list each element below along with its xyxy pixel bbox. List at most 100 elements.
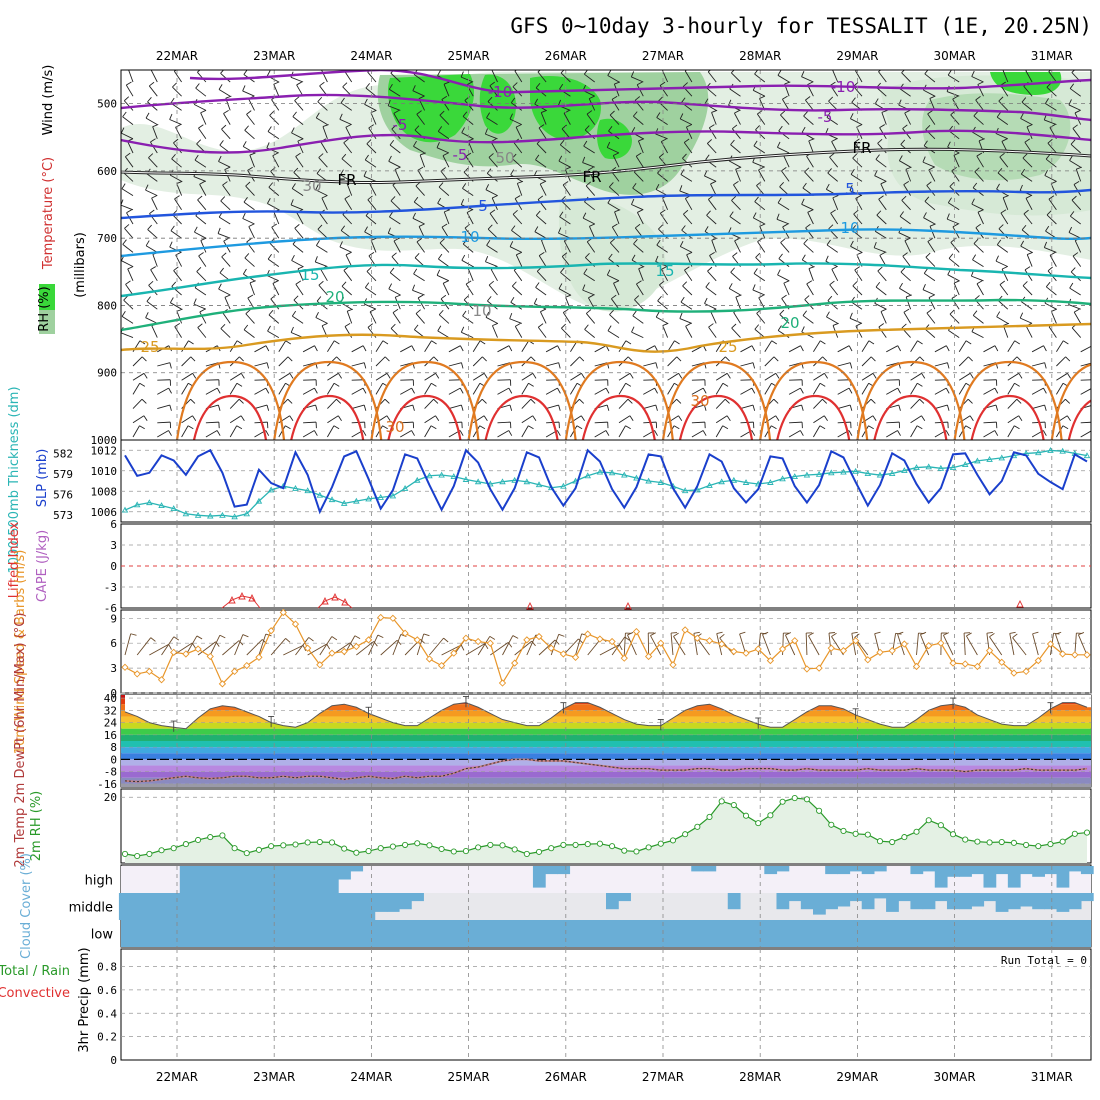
wind-barb-flag [686, 124, 693, 128]
wind-barb-flag [1069, 282, 1074, 289]
wind-barb-staff [363, 303, 377, 310]
wind-barb-staff [715, 398, 726, 409]
wind-barb-flag [947, 197, 952, 203]
cloud-mid-cell [618, 893, 631, 902]
wind-barb-staff [878, 326, 887, 338]
wind-barb-flag [608, 253, 613, 260]
wind-barb-staff [413, 273, 425, 282]
wind-barb-flag [558, 362, 561, 369]
wind-barb-flag [735, 294, 742, 298]
wind-barb-flag [412, 404, 415, 411]
wind-barb-staff [351, 345, 364, 353]
wind-barb-staff [389, 144, 401, 154]
wind-barb-flag [679, 113, 684, 120]
wind-barb-flag [561, 252, 568, 257]
wind-barb-flag [968, 356, 973, 362]
wind-barb-staff [586, 113, 596, 125]
cloud-mid-cell [995, 893, 1009, 912]
wind-barb-staff [176, 311, 183, 324]
top-date-label: 27MAR [642, 49, 684, 63]
wind-barb-flag [660, 209, 666, 214]
rh-marker [121, 850, 129, 858]
wind-barb-flag [318, 280, 324, 286]
wind-barb-staff [1048, 198, 1057, 211]
wind-barb-staff [947, 74, 960, 83]
wind-barb-flag [489, 209, 496, 214]
wind-barb-flag [265, 345, 270, 352]
wind-barb-staff [711, 240, 717, 253]
wind-barb-staff [245, 313, 255, 324]
wind-barb-staff [157, 387, 169, 395]
wind-barb-flag [1016, 356, 1022, 362]
rh2m-panel: 20 [104, 789, 1091, 863]
rh-marker [462, 848, 470, 855]
wind-barb-staff [975, 99, 984, 111]
wind10-barb-flag [308, 637, 314, 642]
cloud-mid-cell [837, 893, 851, 907]
rh-marker [742, 812, 750, 819]
wind-barb-staff [295, 156, 304, 168]
thickness-marker [340, 499, 348, 506]
wind-barb-staff [1044, 119, 1057, 126]
wind-barb-flag [364, 154, 369, 161]
wind-barb-flag [559, 211, 564, 217]
wind-barb-flag [780, 238, 786, 243]
wind-barb-flag [190, 398, 196, 404]
wind-barb-flag [804, 295, 810, 300]
rh-marker [974, 838, 981, 845]
wind-barb-staff [375, 372, 388, 381]
wind-barb-staff [121, 260, 134, 268]
temperature-axis-label: Temperature (°C) [41, 157, 56, 270]
rh-marker [584, 841, 591, 848]
wind-barb-flag [389, 139, 395, 146]
rh-marker [231, 845, 238, 852]
cloud-mid-cell [983, 893, 997, 902]
wind-barb-flag [676, 398, 682, 404]
wind-barb-flag [1001, 266, 1008, 270]
wind-barb-flag [1025, 195, 1032, 199]
wind-barb-flag [171, 153, 176, 160]
rh-marker [998, 838, 1005, 846]
wind-barb-staff [886, 387, 898, 395]
wind-barb-flag [631, 198, 635, 205]
wind10-barb [550, 634, 560, 656]
wind10-barb [380, 639, 398, 656]
rh-marker [621, 847, 628, 854]
wind-barb-staff [181, 340, 189, 353]
temperature-tick-label: 0 [110, 753, 117, 766]
wind-barb-flag [972, 254, 977, 260]
wind-barb-flag [387, 227, 391, 234]
wind-barb-flag [297, 266, 304, 270]
wind10-marker [778, 645, 787, 653]
wind-barb-flag [876, 210, 882, 216]
wind10-marker [486, 639, 494, 647]
wind-barb-flag [268, 310, 274, 316]
wind10-barb-flag [396, 639, 402, 646]
wind-barb-staff [123, 299, 134, 310]
wind-barb-staff [147, 229, 158, 239]
wind10-barb-flag [986, 631, 993, 634]
wind-barb-staff [764, 356, 775, 367]
wind-barb-flag [483, 415, 488, 421]
wind-barb-staff [731, 200, 741, 211]
cloud-mid-cell [886, 893, 899, 912]
wind-barb-staff [667, 383, 675, 395]
wind-barb-flag [242, 141, 247, 147]
wind10-marker [766, 656, 775, 665]
wind-barb-flag [972, 182, 978, 189]
wind-barb-staff [121, 315, 134, 324]
wind-barb-flag [413, 268, 418, 275]
wind-barb-flag [631, 254, 636, 261]
wind-barb-staff [438, 258, 450, 267]
wind10-barb [897, 633, 905, 656]
wind-barb-staff [587, 169, 596, 182]
wind-barb-flag [195, 83, 200, 89]
wind-barb-staff [176, 183, 183, 196]
wind-barb-staff [611, 99, 620, 111]
wind-barb-flag [169, 297, 174, 303]
thickness-marker [730, 476, 738, 483]
wind-barb-flag [607, 325, 612, 331]
wind-barb-flag [631, 127, 636, 133]
wind-barb-flag [443, 81, 450, 85]
